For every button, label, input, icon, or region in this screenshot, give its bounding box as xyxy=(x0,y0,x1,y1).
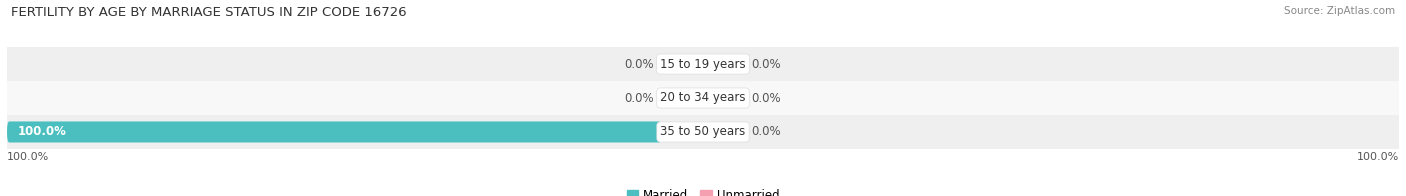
FancyBboxPatch shape xyxy=(7,122,661,142)
Text: Source: ZipAtlas.com: Source: ZipAtlas.com xyxy=(1284,6,1395,16)
Text: 100.0%: 100.0% xyxy=(7,152,49,162)
Text: FERTILITY BY AGE BY MARRIAGE STATUS IN ZIP CODE 16726: FERTILITY BY AGE BY MARRIAGE STATUS IN Z… xyxy=(11,6,406,19)
Text: 20 to 34 years: 20 to 34 years xyxy=(661,92,745,104)
Bar xyxy=(7,47,1399,81)
Text: 0.0%: 0.0% xyxy=(624,58,654,71)
Text: 0.0%: 0.0% xyxy=(624,92,654,104)
Text: 15 to 19 years: 15 to 19 years xyxy=(661,58,745,71)
Text: 0.0%: 0.0% xyxy=(752,125,782,138)
Bar xyxy=(7,81,1399,115)
Bar xyxy=(7,115,1399,149)
Legend: Married, Unmarried: Married, Unmarried xyxy=(621,184,785,196)
Text: 35 to 50 years: 35 to 50 years xyxy=(661,125,745,138)
Text: 0.0%: 0.0% xyxy=(752,58,782,71)
Text: 100.0%: 100.0% xyxy=(17,125,66,138)
Text: 100.0%: 100.0% xyxy=(1357,152,1399,162)
Text: 0.0%: 0.0% xyxy=(752,92,782,104)
